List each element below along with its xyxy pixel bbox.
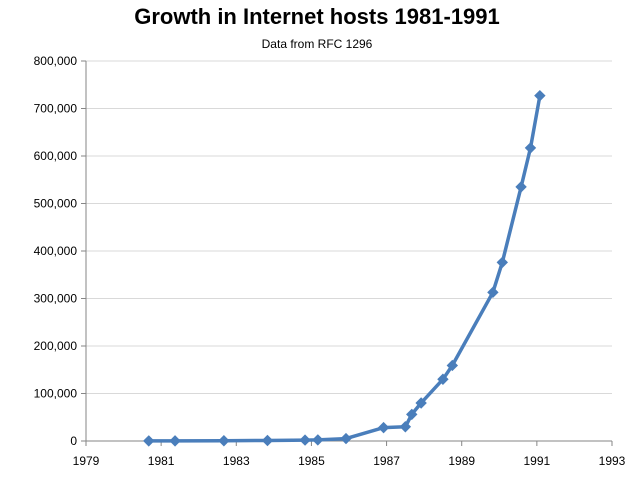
y-tick-label: 400,000: [34, 244, 78, 258]
y-tick-label: 100,000: [34, 387, 78, 401]
y-tick-label: 300,000: [34, 292, 78, 306]
data-point-marker: [312, 434, 324, 446]
data-point-marker: [399, 421, 412, 433]
data-point-marker: [143, 435, 155, 447]
data-point-marker: [340, 432, 352, 445]
x-tick-label: 1987: [373, 454, 400, 468]
x-tick-label: 1989: [448, 454, 475, 468]
data-point-marker: [524, 142, 537, 154]
data-point-marker: [415, 397, 427, 409]
data-point-marker: [437, 373, 449, 385]
gridlines: [86, 60, 612, 394]
data-series: [143, 89, 546, 447]
x-tick-label: 1979: [73, 454, 100, 468]
chart-title: Growth in Internet hosts 1981-1991: [134, 4, 500, 29]
x-tick-label: 1985: [298, 454, 325, 468]
data-point-marker: [377, 421, 390, 434]
data-point-marker: [446, 359, 459, 372]
y-tick-label: 200,000: [34, 339, 78, 353]
data-point-marker: [299, 434, 311, 446]
x-tick-label: 1991: [524, 454, 551, 468]
chart-subtitle: Data from RFC 1296: [262, 37, 373, 51]
x-tick-label: 1981: [148, 454, 175, 468]
y-tick-label: 500,000: [34, 197, 78, 211]
y-tick-label: 600,000: [34, 149, 78, 163]
axes: 0 100,000 200,000 300,000 400,000 500,000 600,…: [34, 54, 626, 468]
data-point-marker: [261, 434, 274, 447]
x-tick-label: 1983: [223, 454, 250, 468]
data-point-marker: [406, 408, 418, 421]
data-point-marker: [534, 89, 546, 102]
y-tick-label: 700,000: [34, 102, 78, 116]
data-point-marker: [515, 181, 527, 193]
data-point-marker: [496, 256, 508, 269]
data-point-marker: [169, 435, 181, 447]
x-tick-label: 1993: [599, 454, 626, 468]
y-tick-label: 0: [70, 434, 77, 448]
series-line: [146, 93, 542, 443]
data-point-marker: [487, 286, 499, 299]
y-tick-label: 800,000: [34, 54, 78, 68]
data-point-marker: [218, 435, 230, 447]
